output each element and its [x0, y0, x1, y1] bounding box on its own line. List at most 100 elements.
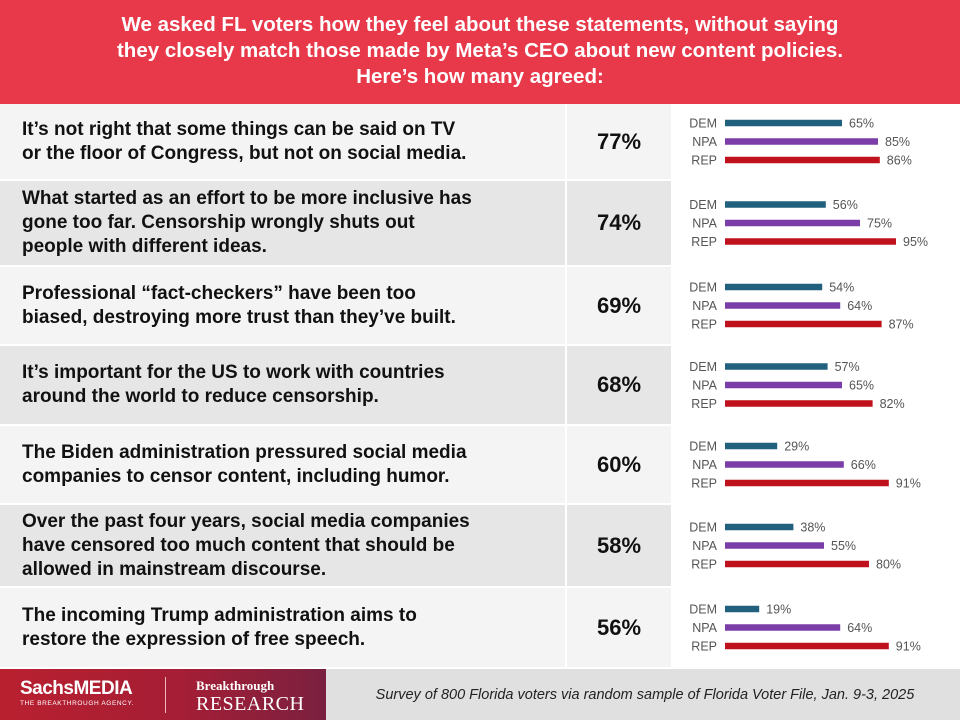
statement-line: restore the expression of free speech. [22, 628, 366, 650]
series-label-dem: DEM [689, 198, 717, 212]
statement-line: around the world to reduce censorship. [22, 386, 379, 407]
statement-text: The incoming Trump administration aims t… [0, 588, 565, 667]
source-note: Survey of 800 Florida voters via random … [375, 686, 915, 703]
bar-value-label: 56% [833, 198, 858, 212]
statement-rows: It’s not right that some things can be s… [0, 104, 960, 669]
bar-rep [725, 479, 889, 487]
statement-line: The Biden administration pressured socia… [22, 441, 467, 463]
overall-percent: 69% [567, 267, 671, 344]
statement-text: The Biden administration pressured socia… [0, 426, 565, 503]
bar-value-label: 64% [847, 621, 872, 635]
bar-rep [725, 156, 880, 164]
series-label-npa: NPA [692, 621, 717, 635]
statement-row: Professional “fact-checkers” have been t… [0, 267, 960, 346]
party-bars: DEM 57% NPA 65% REP 82% [673, 346, 960, 424]
bar-value-label: 95% [903, 235, 928, 249]
logo-divider [165, 677, 166, 713]
overall-percent: 58% [567, 505, 671, 586]
chart-title: We asked FL voters how they feel about t… [0, 0, 960, 104]
sachs-media-logo: SachsMEDIA [20, 678, 133, 699]
bar-value-label: 82% [880, 397, 905, 411]
bar-rep [725, 400, 873, 407]
bar-value-label: 87% [889, 318, 914, 332]
bar-dem [725, 363, 828, 370]
bar-npa [725, 542, 824, 549]
statement-line: It’s not right that some things can be s… [22, 118, 456, 140]
party-bars: DEM 65% NPA 85% REP 86% [673, 104, 960, 179]
series-label-dem: DEM [689, 440, 717, 454]
statement-line: The incoming Trump administration aims t… [22, 604, 417, 626]
overall-percent: 68% [567, 346, 671, 424]
bar-value-label: 65% [849, 117, 874, 131]
bar-npa [725, 138, 878, 145]
party-bar-chart: DEM 19% NPA 64% REP 91% [689, 603, 921, 654]
bar-dem [725, 523, 794, 531]
series-label-npa: NPA [692, 458, 717, 472]
overall-percent: 74% [567, 181, 671, 265]
footer: SachsMEDIA THE BREAKTHROUGH AGENCY. Brea… [0, 669, 960, 720]
statement-line: biased, destroying more trust than they’… [22, 306, 456, 328]
series-label-dem: DEM [689, 281, 717, 295]
statement-line: Over the past four years, social media c… [22, 510, 470, 532]
party-bars: DEM 54% NPA 64% REP 87% [673, 267, 960, 344]
statement-line: What started as an effort to be more inc… [22, 188, 472, 209]
statement-line: allowed in mainstream discourse. [22, 558, 327, 580]
bar-dem [725, 119, 842, 127]
statement-row: It’s important for the US to work with c… [0, 346, 960, 426]
bar-dem [725, 283, 823, 291]
statement-line: companies to censor content, including h… [22, 465, 450, 487]
series-label-npa: NPA [692, 379, 717, 393]
bar-rep [725, 320, 882, 328]
bar-value-label: 57% [835, 360, 860, 374]
bar-value-label: 55% [831, 539, 856, 553]
bar-value-label: 91% [896, 640, 921, 654]
bar-rep [725, 642, 889, 650]
bar-npa [725, 461, 844, 468]
bar-npa [725, 302, 841, 309]
bar-value-label: 19% [766, 603, 791, 617]
bar-value-label: 80% [876, 558, 901, 572]
party-bars: DEM 29% NPA 66% REP 91% [673, 426, 960, 503]
bar-rep [725, 560, 869, 568]
series-label-rep: REP [691, 640, 717, 654]
series-label-npa: NPA [692, 299, 717, 313]
series-label-rep: REP [691, 477, 717, 491]
party-bar-chart: DEM 54% NPA 64% REP 87% [689, 281, 914, 332]
party-bar-chart: DEM 38% NPA 55% REP 80% [689, 521, 901, 572]
statement-row: The incoming Trump administration aims t… [0, 588, 960, 669]
party-bars: DEM 38% NPA 55% REP 80% [673, 505, 960, 586]
party-bar-chart: DEM 56% NPA 75% REP 95% [689, 198, 928, 249]
overall-percent: 77% [567, 104, 671, 179]
bar-npa [725, 219, 860, 227]
statement-line: gone too far. Censorship wrongly shuts o… [22, 212, 415, 233]
series-label-rep: REP [691, 558, 717, 572]
bar-npa [725, 381, 842, 389]
bar-value-label: 64% [847, 299, 872, 313]
overall-percent: 56% [567, 588, 671, 667]
statement-text: It’s important for the US to work with c… [0, 346, 565, 424]
series-label-rep: REP [691, 318, 717, 332]
statement-row: Over the past four years, social media c… [0, 505, 960, 588]
title-line-2: they closely match those made by Meta’s … [116, 39, 844, 62]
series-label-dem: DEM [689, 117, 717, 131]
breakthrough-logo-bottom: RESEARCH [196, 693, 305, 715]
party-bar-chart: DEM 65% NPA 85% REP 86% [689, 117, 912, 168]
bar-value-label: 75% [867, 217, 892, 231]
bar-rep [725, 238, 896, 245]
statement-text: Professional “fact-checkers” have been t… [0, 267, 565, 344]
bar-value-label: 85% [885, 135, 910, 149]
bar-npa [725, 624, 841, 631]
bar-value-label: 54% [829, 281, 854, 295]
party-bar-chart: DEM 29% NPA 66% REP 91% [689, 440, 921, 491]
bar-value-label: 29% [784, 440, 809, 454]
series-label-npa: NPA [692, 539, 717, 553]
title-line-3: Here’s how many agreed: [356, 65, 604, 88]
bar-value-label: 38% [800, 521, 825, 535]
overall-percent: 60% [567, 426, 671, 503]
series-label-dem: DEM [689, 360, 717, 374]
series-label-dem: DEM [689, 521, 717, 535]
bar-dem [725, 605, 760, 613]
series-label-rep: REP [691, 235, 717, 249]
party-bars: DEM 19% NPA 64% REP 91% [673, 588, 960, 667]
bar-value-label: 86% [887, 154, 912, 168]
